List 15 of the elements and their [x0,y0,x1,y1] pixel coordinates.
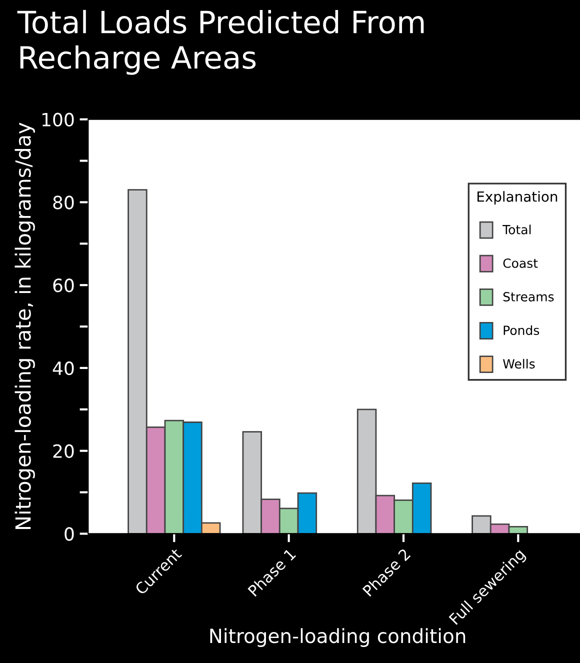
legend-title: Explanation [478,191,558,205]
legend-label: Coast [503,258,538,268]
legend-label: Ponds [504,325,540,336]
y-tick-label: 0 [64,527,74,541]
legend-label: Total [502,224,531,234]
y-axis-title: Nitrogen-loading rate, in kilograms/day [14,122,35,530]
chart-title: Total Loads Predicted From Recharge Areas [17,10,424,75]
y-tick-label: 80 [53,196,74,210]
legend-label: Wells [502,358,535,369]
legend-label: Streams [503,292,554,302]
y-tick-label: 20 [53,444,74,458]
y-tick-label: 40 [52,361,74,376]
y-tick-label: 60 [53,278,74,292]
x-axis-title: Nitrogen-loading condition [210,628,466,647]
y-tick-label: 100 [42,112,74,126]
